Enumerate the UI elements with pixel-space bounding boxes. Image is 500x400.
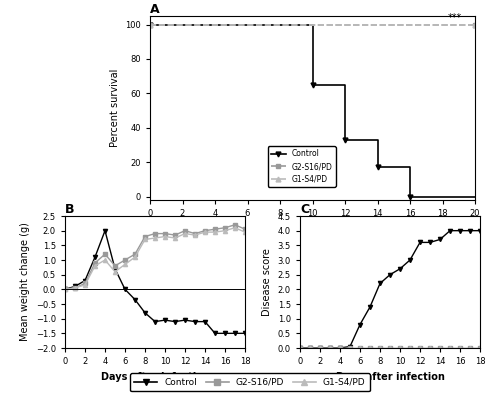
Legend: Control, G2-S16/PD, G1-S4/PD: Control, G2-S16/PD, G1-S4/PD — [268, 146, 336, 187]
X-axis label: Days: Days — [300, 224, 325, 234]
Text: B: B — [65, 203, 74, 216]
Legend: Control, G2-S16/PD, G1-S4/PD: Control, G2-S16/PD, G1-S4/PD — [130, 374, 370, 392]
Y-axis label: Mean weight change (g): Mean weight change (g) — [20, 222, 30, 342]
Text: C: C — [300, 203, 309, 216]
Text: ***: *** — [448, 13, 462, 23]
Text: A: A — [150, 3, 160, 16]
Y-axis label: Disease score: Disease score — [262, 248, 272, 316]
Y-axis label: Percent survival: Percent survival — [110, 69, 120, 147]
X-axis label: Days after infection: Days after infection — [100, 372, 210, 382]
X-axis label: Days after infection: Days after infection — [336, 372, 444, 382]
